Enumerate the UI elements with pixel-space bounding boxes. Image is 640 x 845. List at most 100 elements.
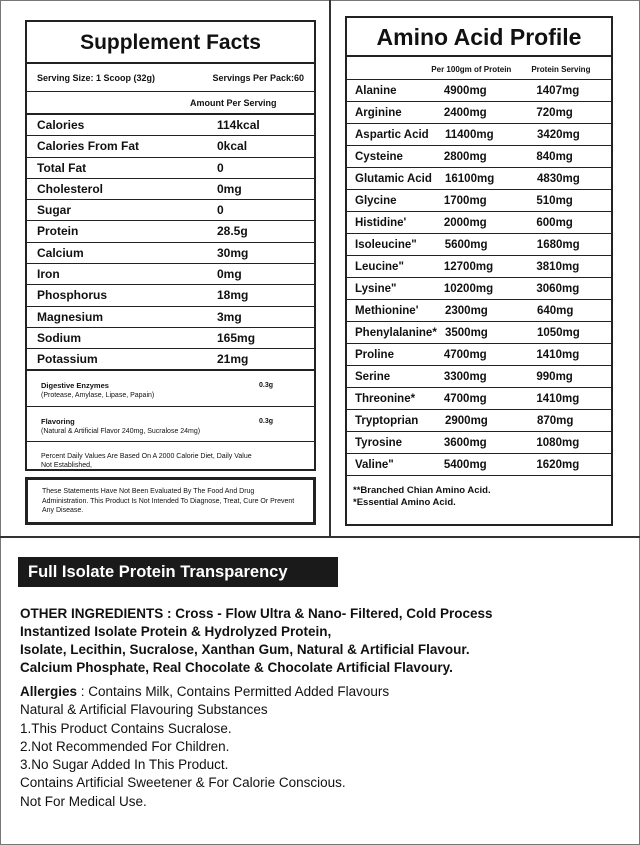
amino-row: Leucine" 12700mg 3810mg [347,256,611,278]
supplement-facts-title: Supplement Facts [27,22,314,64]
digestive-enzymes: Digestive Enzymes (Protease, Amylase, Li… [27,371,314,407]
nutrient-name: Potassium [37,352,98,367]
nutrient-value: 3mg [217,309,242,324]
nutrient-row: Potassium 21mg [27,349,314,371]
amino-row: Aspartic Acid 11400mg 3420mg [347,124,611,146]
nutrient-value: 0mg [217,181,242,196]
amino-per-serving: 1620mg [536,459,580,471]
nutrient-name: Calories [37,118,85,132]
amino-per-serving: 3420mg [536,129,580,141]
amino-per-100g: 11400mg [445,129,494,141]
nutrient-name: Calcium [37,245,84,260]
amino-name: Phenylalanine* [355,327,437,339]
amino-name: Tryptoprian [355,415,419,427]
amino-row: Phenylalanine* 3500mg 1050mg [347,322,611,344]
amount-per-serving: Amount Per Serving [27,92,314,115]
enzymes-detail: (Protease, Amylase, Lipase, Papain) [41,391,155,399]
nutrient-row: Magnesium 3mg [27,307,314,328]
allergies-text: : Contains Milk, Contains Permitted Adde… [77,684,390,699]
bcaa-note: **Branched Chian Amino Acid. [353,485,491,496]
amino-per-100g: 5600mg [444,239,488,251]
nutrient-row: Total Fat 0 [27,158,314,179]
allergies-label: Allergies [20,684,78,699]
nutrient-row: Cholesterol 0mg [27,179,314,201]
nutrient-name: Protein [37,224,79,239]
servings-per-pack: Servings Per Pack:60 [212,73,304,83]
amino-row: Glycine 1700mg 510mg [347,190,611,212]
amino-name: Aspartic Acid [355,129,429,141]
nutrient-row: Sugar 0 [27,200,314,222]
nutrient-value: 0 [217,203,224,218]
amino-per-100g: 3600mg [443,437,487,449]
amino-per-serving: 1080mg [536,437,580,449]
vertical-divider [329,0,331,537]
amino-name: Tyrosine [355,437,403,449]
amino-per-serving: 720mg [536,107,573,119]
amino-per-serving: 1407mg [536,85,580,97]
amino-header: Per 100gm of Protein Protein Serving [347,57,611,80]
other-ingredients: OTHER INGREDIENTS : Cross - Flow Ultra &… [20,605,630,677]
nutrient-value: 0kcal [217,139,248,154]
amino-per-serving: 1410mg [536,393,580,405]
nutrient-value: 21mg [217,352,249,367]
amino-row: Glutamic Acid 16100mg 4830mg [347,168,611,190]
amino-per-100g: 2400mg [443,107,487,119]
amino-name: Glutamic Acid [355,173,432,185]
amino-per-100g: 16100mg [445,173,495,185]
nutrient-row: Calories 114kcal [27,115,314,137]
amino-per-100g: 2300mg [445,305,488,317]
fda-disclaimer: These Statements Have Not Been Evaluated… [25,477,316,525]
amino-per-serving: 600mg [536,217,573,229]
enzymes-value: 0.3g [259,381,274,389]
amino-name: Serine [355,371,391,383]
amino-per-serving: 1680mg [536,239,580,251]
flavoring-name: Flavoring [41,416,75,426]
nutrient-value: 0 [217,160,224,175]
amino-row: Threonine* 4700mg 1410mg [347,388,611,410]
amino-per-serving: 990mg [536,371,573,383]
amino-name: Alanine [355,85,397,97]
nutrient-row: Protein 28.5g [27,221,314,243]
allergy-line: Not For Medical Use. [20,793,147,809]
amino-name: Leucine" [355,261,404,273]
nutrient-name: Iron [37,267,60,282]
nutrient-name: Magnesium [37,309,104,324]
amino-per-100g: 12700mg [443,261,494,273]
amino-per-serving: 870mg [536,415,574,427]
daily-value-footnote: Percent Daily Values Are Based On A 2000… [41,452,252,469]
amino-per-100g: 5400mg [443,459,487,471]
amino-row: Proline 4700mg 1410mg [347,344,611,366]
amino-name: Valine" [355,459,394,471]
amino-per-100g: 1700mg [443,195,487,207]
amino-row: Tryptoprian 2900mg 870mg [347,410,611,432]
amino-name: Arginine [355,107,402,119]
nutrient-row: Iron 0mg [27,264,314,286]
amino-row: Lysine" 10200mg 3060mg [347,278,611,300]
amino-per-100g: 3300mg [443,371,487,383]
ingredients-line: Isolate, Lecithin, Sucralose, Xanthan Gu… [20,642,470,657]
amino-name: Cysteine [355,151,403,163]
supplement-facts-panel: Supplement Facts Serving Size: 1 Scoop (… [25,20,316,471]
amino-name: Threonine* [355,393,416,405]
amino-row: Tyrosine 3600mg 1080mg [347,432,611,454]
nutrient-row: Calcium 30mg [27,243,314,265]
allergy-line: 1.This Product Contains Sucralose. [20,720,232,736]
allergy-line: 2.Not Recommended For Children. [20,738,230,754]
eaa-note: *Essential Amino Acid. [353,497,456,508]
ingredients-line: OTHER INGREDIENTS : Cross - Flow Ultra &… [20,606,493,621]
amino-acid-title: Amino Acid Profile [347,18,611,57]
nutrient-row: Calories From Fat 0kcal [27,136,314,158]
nutrient-value: 18mg [217,288,249,303]
amino-name: Methionine' [355,305,419,317]
amino-row: Alanine 4900mg 1407mg [347,80,611,102]
transparency-banner: Full Isolate Protein Transparency [18,557,338,587]
amino-per-serving: 1410mg [536,349,580,361]
nutrient-name: Sodium [37,330,81,345]
nutrient-value: 28.5g [217,224,248,239]
flavoring: Flavoring (Natural & Artificial Flavor 2… [27,407,314,442]
nutrient-name: Sugar [37,203,72,218]
amino-per-100g: 2800mg [443,151,487,163]
amino-name: Lysine" [355,283,397,295]
nutrient-value: 165mg [217,330,256,345]
amino-name: Isoleucine" [355,239,417,251]
